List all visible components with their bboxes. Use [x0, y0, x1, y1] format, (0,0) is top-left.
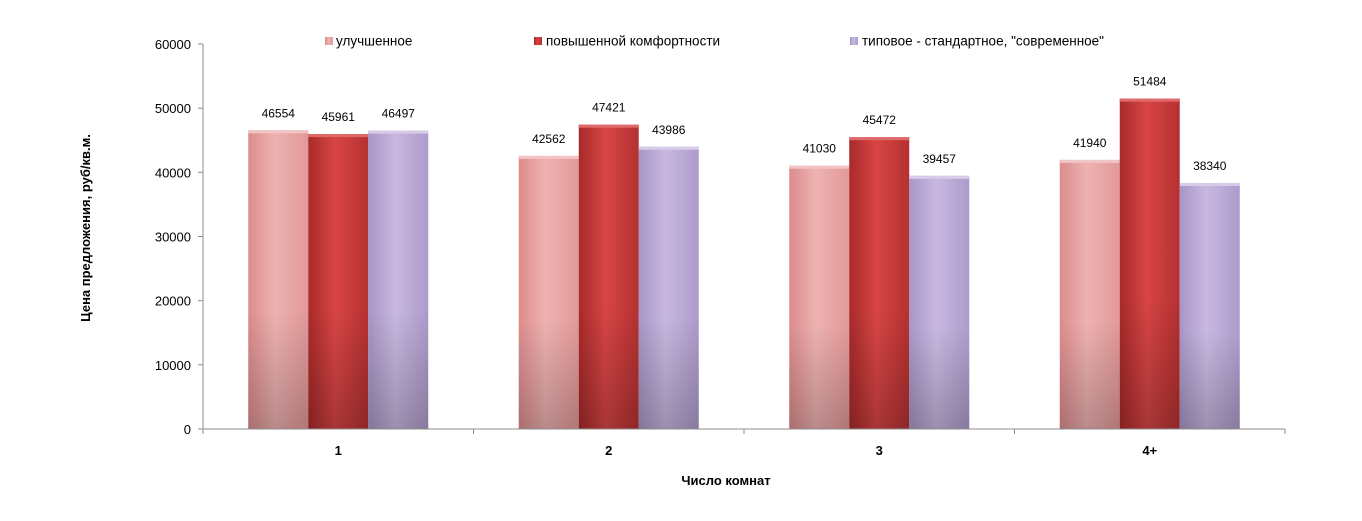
x-axis-title: Число комнат [681, 473, 770, 488]
legend-item-series-3: типовое - стандартное, "современное" [850, 34, 1104, 49]
data-label: 45472 [863, 113, 897, 127]
bar-top-highlight [308, 134, 369, 138]
bar-top-highlight [368, 130, 429, 134]
data-label: 46554 [262, 106, 296, 120]
bar-shading [909, 175, 970, 429]
bar [849, 137, 910, 430]
bar [248, 130, 309, 429]
y-tick-label: 10000 [155, 358, 191, 373]
bars-group [248, 98, 1240, 430]
data-label: 51484 [1133, 75, 1167, 89]
bar [578, 124, 639, 430]
data-label: 39457 [923, 152, 957, 166]
legend-swatch-series-2 [534, 37, 542, 45]
legend-item-series-2: повышенной комфортности [534, 34, 720, 49]
bar [909, 175, 970, 429]
data-label: 41030 [803, 142, 837, 156]
bar-shading [849, 137, 910, 430]
x-category-label: 2 [605, 443, 612, 458]
bar [518, 155, 579, 429]
bar-shading [248, 130, 309, 429]
y-tick-label: 30000 [155, 230, 191, 245]
x-category-label: 1 [335, 443, 342, 458]
x-ticks-group: 1 2 3 4+ [202, 429, 1286, 458]
x-category-label: 4+ [1142, 443, 1157, 458]
legend-label-series-1: улучшенное [336, 34, 412, 49]
x-category-label: 3 [876, 443, 883, 458]
bar [1119, 98, 1180, 429]
bar-shading [518, 155, 579, 429]
bar [1059, 159, 1120, 429]
data-label: 43986 [652, 123, 686, 137]
bar-shading [578, 124, 639, 430]
y-tick-label: 60000 [155, 37, 191, 52]
data-label: 45961 [322, 110, 356, 124]
bar-shading [1059, 159, 1120, 429]
y-tick-label: 40000 [155, 165, 191, 180]
legend-swatch-series-1 [325, 37, 333, 45]
bar-top-highlight [1179, 182, 1240, 186]
bar-shading [1179, 182, 1240, 429]
bar-shading [638, 146, 699, 429]
data-label: 46497 [382, 107, 416, 121]
legend-item-series-1: улучшенное [325, 34, 412, 49]
bar-shading [368, 130, 429, 429]
bar-shading [308, 134, 369, 429]
data-label: 42562 [532, 132, 566, 146]
bar-top-highlight [518, 155, 579, 159]
axes-group: 0 10000 20000 30000 40000 50000 60000 1 2 3 4+ [155, 37, 1286, 458]
data-label: 47421 [592, 101, 626, 115]
bar-shading [789, 165, 850, 429]
y-tick-label: 0 [184, 422, 191, 437]
data-labels-group: 46554 45961 46497 42562 47421 43986 41030 45472… [262, 75, 1227, 173]
bar-top-highlight [638, 146, 699, 150]
bar-top-highlight [578, 124, 639, 128]
bar-top-highlight [248, 130, 309, 134]
bar [368, 130, 429, 429]
legend: улучшенное повышенной комфортности типов… [325, 34, 1104, 49]
bar [789, 165, 850, 429]
bar-top-highlight [909, 175, 970, 179]
y-ticks-group: 0 10000 20000 30000 40000 50000 60000 [155, 37, 203, 437]
bar-top-highlight [789, 165, 850, 169]
bar-shading [1119, 98, 1180, 429]
bar [308, 134, 369, 429]
data-label: 41940 [1073, 136, 1107, 150]
legend-label-series-3: типовое - стандартное, "современное" [862, 34, 1104, 49]
y-tick-label: 20000 [155, 294, 191, 309]
bar-top-highlight [849, 137, 910, 141]
data-label: 38340 [1193, 159, 1227, 173]
bar [638, 146, 699, 429]
legend-swatch-series-3 [850, 37, 858, 45]
bar-top-highlight [1059, 159, 1120, 163]
bar [1179, 182, 1240, 429]
bar-top-highlight [1119, 98, 1180, 102]
legend-label-series-2: повышенной комфортности [546, 34, 720, 49]
y-axis-title: Цена предложения, руб/кв.м. [78, 134, 93, 322]
y-tick-label: 50000 [155, 101, 191, 116]
